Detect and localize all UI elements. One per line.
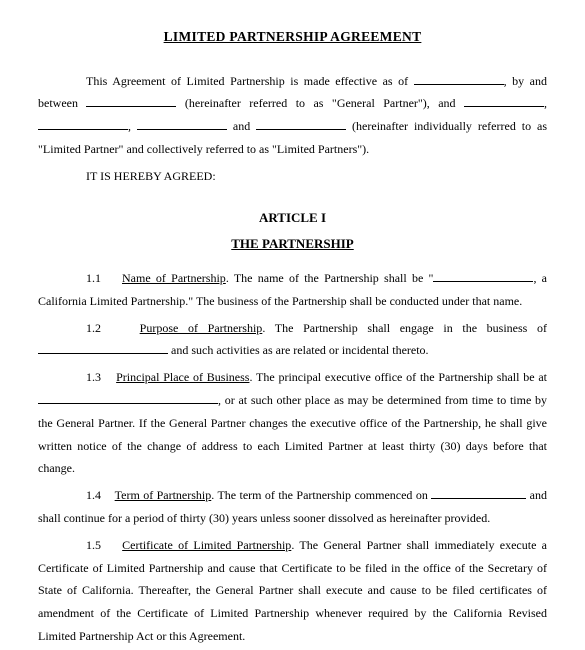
sect-title-1-4: Term of Partnership [115,488,212,502]
sect-1-2-a: . The Partnership shall engage in the bu… [262,321,547,335]
sect-1-1-a: . The name of the Partnership shall be " [226,271,434,285]
sect-title-1-5: Certificate of Limited Partnership [122,538,291,552]
document-title: LIMITED PARTNERSHIP AGREEMENT [38,24,547,50]
blank-address[interactable] [38,393,218,404]
sect-num-1-5: 1.5 [86,538,101,552]
intro-text-4b: , [128,119,137,133]
hereby-agreed: IT IS HEREBY AGREED: [38,165,547,188]
sect-1-5-a: . The General Partner shall immediately … [38,538,547,643]
article-title: THE PARTNERSHIP [38,232,547,257]
intro-paragraph: This Agreement of Limited Partnership is… [38,70,547,161]
sect-title-1-2: Purpose of Partnership [140,321,263,335]
sect-1-4-a: . The term of the Partnership commenced … [211,488,431,502]
section-1-2: 1.2 Purpose of Partnership. The Partners… [38,317,547,363]
sect-num-1-1: 1.1 [86,271,101,285]
blank-partnership-name[interactable] [433,271,533,282]
section-1-3: 1.3 Principal Place of Business. The pri… [38,366,547,480]
blank-limited-3[interactable] [137,119,227,130]
article-number: ARTICLE I [38,206,547,231]
sect-title-1-1: Name of Partnership [122,271,226,285]
sect-num-1-2: 1.2 [86,321,101,335]
blank-general-partner[interactable] [86,96,176,107]
blank-limited-2[interactable] [38,119,128,130]
sect-1-3-b: , or at such other place as may be deter… [38,393,547,475]
section-1-5: 1.5 Certificate of Limited Partnership. … [38,534,547,648]
sect-num-1-3: 1.3 [86,370,101,384]
blank-limited-4[interactable] [256,119,346,130]
intro-text-4: , [544,96,547,110]
intro-text-3: (hereinafter referred to as "General Par… [176,96,464,110]
sect-1-3-a: . The principal executive office of the … [249,370,547,384]
section-1-4: 1.4 Term of Partnership. The term of the… [38,484,547,530]
sect-title-1-3: Principal Place of Business [116,370,249,384]
blank-commence-date[interactable] [431,488,526,499]
blank-date[interactable] [414,73,504,84]
sect-1-2-b: and such activities as are related or in… [168,343,429,357]
blank-purpose[interactable] [38,343,168,354]
blank-limited-1[interactable] [464,96,544,107]
sect-num-1-4: 1.4 [86,488,101,502]
intro-text-1: This Agreement of Limited Partnership is… [86,74,414,88]
intro-text-5: and [227,119,256,133]
section-1-1: 1.1 Name of Partnership. The name of the… [38,267,547,313]
